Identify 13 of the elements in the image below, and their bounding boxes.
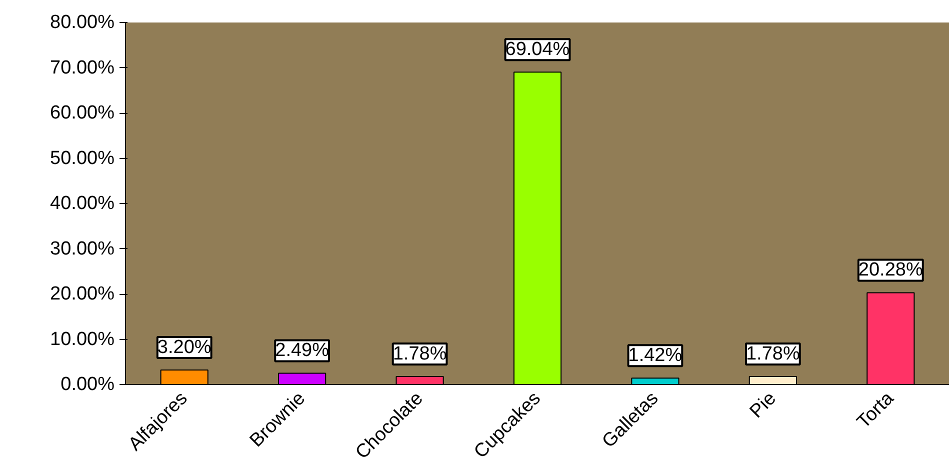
y-tick-label: 80.00% [50, 12, 115, 33]
data-label: 1.78% [746, 343, 800, 364]
y-tick-label: 0.00% [60, 374, 115, 395]
y-tick-label: 20.00% [50, 284, 115, 304]
y-tick-label: 70.00% [50, 57, 115, 78]
y-tick-label: 10.00% [50, 328, 115, 350]
x-tick-label: Torta [853, 388, 898, 433]
y-tick-label: 50.00% [50, 148, 115, 169]
y-tick-label: 40.00% [50, 193, 115, 214]
y-tick-label: 30.00% [50, 238, 115, 260]
data-label: 2.49% [275, 340, 330, 362]
y-tick-label: 60.00% [50, 102, 115, 124]
x-tick-label: Pie [746, 388, 780, 422]
